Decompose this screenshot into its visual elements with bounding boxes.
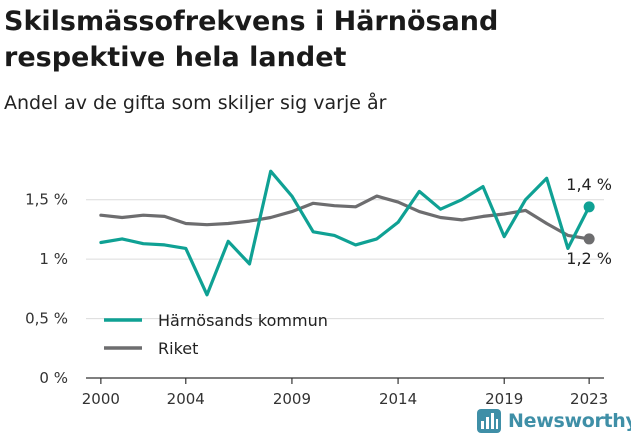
series-line bbox=[99, 169, 591, 297]
x-tick-label: 2019 bbox=[485, 390, 523, 408]
grid-lines bbox=[86, 199, 604, 320]
y-axis-ticks: 0 % 0,5 % 1 % 1,5 % bbox=[25, 191, 68, 387]
legend-label: Riket bbox=[158, 339, 198, 358]
chart-subtitle: Andel av de gifta som skiljer sig varje … bbox=[4, 92, 387, 114]
x-tick-label: 2004 bbox=[167, 390, 205, 408]
y-tick-label: 0 % bbox=[39, 369, 68, 387]
x-tick-label: 2023 bbox=[570, 390, 608, 408]
series-line bbox=[99, 194, 591, 241]
series-end-label: 1,4 % bbox=[566, 175, 612, 194]
y-tick-label: 1 % bbox=[39, 250, 68, 268]
y-tick-label: 0,5 % bbox=[25, 310, 68, 328]
newsworthy-logo: Newsworthy bbox=[476, 408, 631, 434]
x-tick-label: 2014 bbox=[379, 390, 417, 408]
x-axis: 2000 2004 2009 2014 2019 2023 bbox=[82, 377, 608, 408]
series-end-point bbox=[583, 233, 595, 245]
y-tick-label: 1,5 % bbox=[25, 191, 68, 209]
bar-chart-logo-icon bbox=[477, 409, 501, 433]
chart-title: Skilsmässofrekvens i Härnösand respektiv… bbox=[4, 6, 499, 73]
series-end-point bbox=[583, 201, 595, 213]
logo-text: Newsworthy bbox=[508, 410, 631, 432]
series-end-label: 1,2 % bbox=[566, 249, 612, 268]
legend: Härnösands kommun Riket bbox=[104, 311, 328, 358]
legend-label: Härnösands kommun bbox=[158, 311, 328, 330]
x-tick-label: 2000 bbox=[82, 390, 120, 408]
series-lines: 1,2 % 1,4 % bbox=[99, 169, 612, 297]
x-tick-label: 2009 bbox=[273, 390, 311, 408]
